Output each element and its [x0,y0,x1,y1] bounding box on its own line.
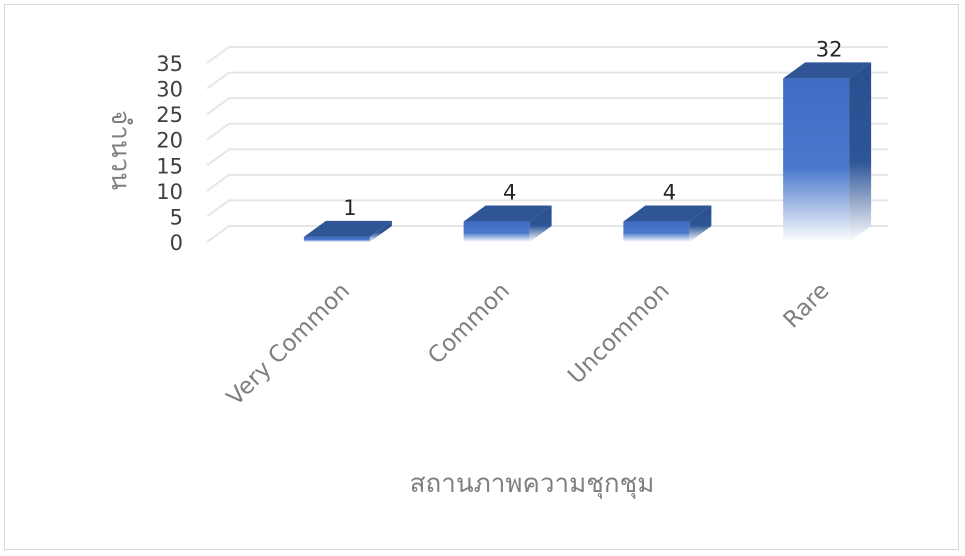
data-label-3: 32 [816,37,843,61]
gridline-5 [206,199,888,218]
bar-top [783,62,872,79]
gridline-35 [206,46,888,64]
data-label-2: 4 [663,181,676,205]
category-label-1: Common [423,278,515,370]
category-label-0: Very Common [222,278,355,411]
bar-front [623,221,690,242]
bar-front [463,221,530,242]
bar-very-common [303,220,392,242]
data-label-0: 1 [343,196,356,220]
data-label-1: 4 [503,181,516,205]
bar-side [369,220,392,242]
bar-side [529,205,552,242]
bar-side [849,62,872,242]
bar-front [303,236,370,242]
gridline-20 [206,122,888,141]
bar-side [689,205,712,242]
y-tick-label-15: 15 [156,154,183,178]
y-tick-label-35: 35 [156,52,183,76]
bars [303,62,872,242]
y-tick-label-10: 10 [156,180,183,204]
y-tick-label-0: 0 [170,231,183,255]
bar-uncommon [623,205,712,242]
y-tick-label-20: 20 [156,129,183,153]
y-tick-label-5: 5 [170,205,183,229]
bar-front [783,78,850,242]
gridline-30 [206,71,888,90]
x-axis-title: สถานภาพความชุกชุม [410,469,655,499]
bar-rare [783,62,872,242]
bar-top [623,205,712,222]
category-label-2: Uncommon [563,278,674,389]
data-labels: 1 4 4 32 [343,37,842,220]
bar-common [463,205,552,242]
category-labels: Very Common Common Uncommon Rare [222,278,834,411]
y-tick-label-25: 25 [156,103,183,127]
category-label-3: Rare [779,278,835,334]
bar-top [463,205,552,222]
gridline-10 [206,173,888,192]
bar-top [303,220,392,237]
gridline-15 [206,148,888,167]
gridline-25 [206,97,888,115]
y-tick-label-30: 30 [156,78,183,102]
y-axis-title: จำนวน [105,110,135,190]
